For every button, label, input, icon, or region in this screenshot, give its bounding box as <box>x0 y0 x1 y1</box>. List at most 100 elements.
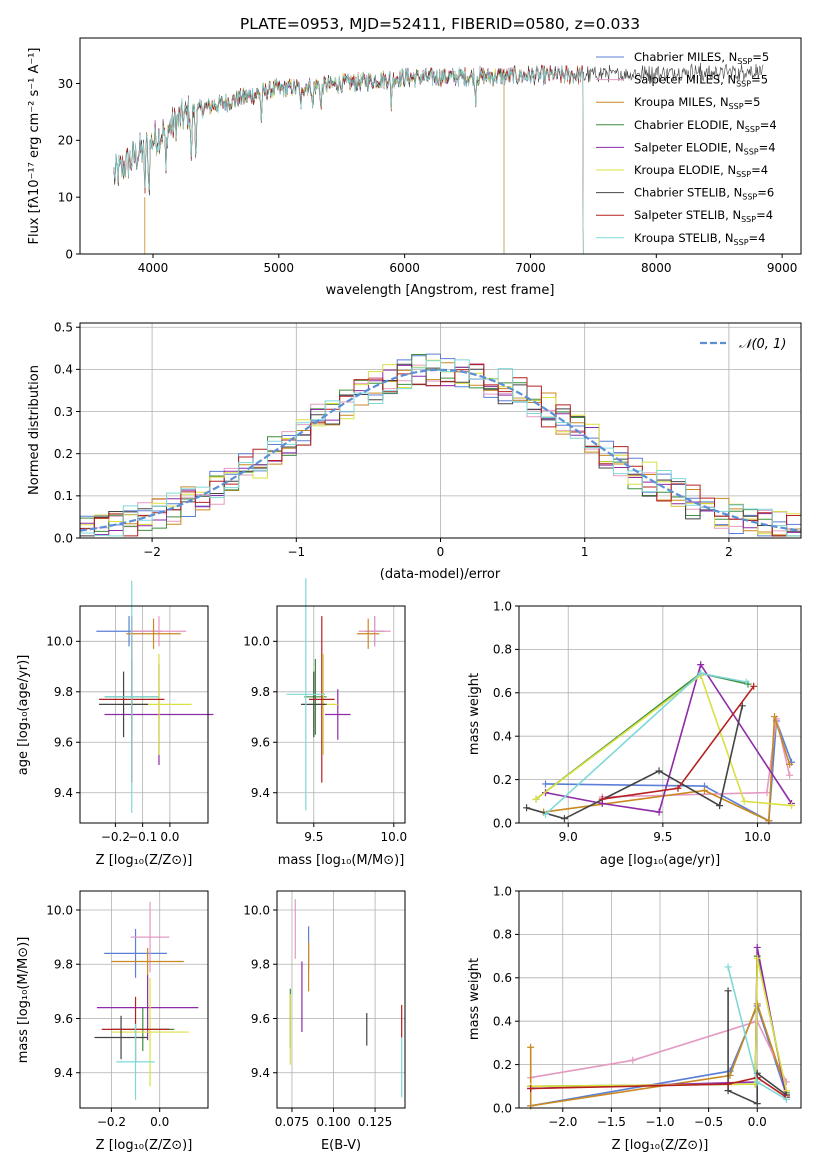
legend-label-1: Salpeter MILES, NSSP=5 <box>634 73 768 89</box>
age-vs-metallicity-panel: −0.2−0.1 0.0 9.4 9.6 9.8 10.0 Z [log₁₀(Z/Z⊙)]… <box>16 580 214 868</box>
weight-vs-age-marker <box>763 789 771 797</box>
mass-vs-metallicity-point-5 <box>111 977 189 1087</box>
age-vs-mass-ytick-label: 9.8 <box>251 685 270 699</box>
spectrum-panel: 4000 5000 6000 7000 8000 9000 0 10 20 30 waveleng… <box>27 37 802 298</box>
weight-vs-age-ylabel: mass weight <box>467 673 482 755</box>
age-vs-metallicity-ytick-label: 9.8 <box>54 685 73 699</box>
age-vs-mass-point-8 <box>286 578 325 811</box>
age-vs-mass-panel: 9.5 10.0 9.4 9.6 9.8 10.0 mass [log₁₀(M/M⊙)] <box>243 578 407 868</box>
residual-xtick-label: 2 <box>725 545 733 559</box>
residual-ytick-label: 0.4 <box>54 363 73 377</box>
residual-ytick-label: 0.1 <box>54 489 73 503</box>
legend-label-3: Chabrier ELODIE, NSSP=4 <box>634 118 777 134</box>
weight-vs-age-marker <box>771 713 779 721</box>
histogram-8 <box>80 359 801 537</box>
mass-vs-metallicity-ytick-label: 10.0 <box>46 903 73 917</box>
age-vs-mass-point-6 <box>301 671 327 738</box>
weight-vs-metallicity-xlabel: Z [log₁₀(Z/Z⊙)] <box>612 1138 709 1153</box>
legend-label-6: Chabrier STELIB, NSSP=6 <box>634 186 774 202</box>
mass-vs-metallicity-frame <box>79 890 209 1109</box>
histogram-6 <box>80 363 801 537</box>
spectrum-line-8 <box>113 65 584 254</box>
age-vs-metallicity-xtick-label: 0.0 <box>160 830 179 844</box>
age-vs-mass-point-7 <box>309 616 335 783</box>
mass-vs-ebv-frame <box>276 890 406 1109</box>
weight-vs-metallicity-xtick-label: −0.5 <box>694 1115 723 1129</box>
weight-vs-metallicity-marker <box>724 1080 732 1088</box>
residual-xtick-label: 1 <box>581 545 589 559</box>
mass-vs-ebv-xlabel: E(B-V) <box>321 1138 361 1153</box>
residual-ytick-label: 0.3 <box>54 405 73 419</box>
age-vs-metallicity-point-1 <box>131 616 187 647</box>
age-vs-metallicity-ytick-label: 10.0 <box>46 635 73 649</box>
mass-vs-ebv-ytick-label: 9.4 <box>251 1066 270 1080</box>
spectrum-xtick-label: 7000 <box>515 261 546 275</box>
weight-vs-age-marker <box>523 804 531 812</box>
weight-vs-metallicity-ylabel: mass weight <box>467 958 482 1040</box>
weight-vs-metallicity-ytick-label: 0.0 <box>493 1101 512 1115</box>
spectrum-line-5 <box>113 68 505 254</box>
legend-label-8: Kroupa STELIB, NSSP=4 <box>634 231 765 247</box>
weight-vs-age-marker <box>740 797 748 805</box>
mass-vs-metallicity-point-6 <box>94 1015 148 1060</box>
weight-vs-age-marker <box>786 760 794 768</box>
weight-vs-age-marker <box>541 780 549 788</box>
age-vs-mass-point-1 <box>358 616 391 647</box>
age-vs-mass-frame <box>276 605 406 824</box>
residual-ytick-label: 0.5 <box>54 321 73 335</box>
mass-vs-ebv-ytick-label: 9.6 <box>251 1012 270 1026</box>
spectrum-legend: Chabrier MILES, NSSP=5 Salpeter MILES, NS… <box>596 50 777 247</box>
residual-ytick-label: 0.2 <box>54 447 73 461</box>
spectrum-line-4 <box>113 65 505 254</box>
mass-vs-metallicity-panel: −0.2 0.0 9.4 9.6 9.8 10.0 Z [log₁₀(Z/Z⊙)] mas… <box>16 890 209 1153</box>
age-vs-metallicity-point-8 <box>104 580 159 813</box>
weight-vs-metallicity-marker <box>724 963 732 971</box>
spectrum-line-3 <box>113 67 505 254</box>
spectrum-xtick-label: 6000 <box>389 261 420 275</box>
weight-vs-age-marker <box>788 802 796 810</box>
weight-vs-metallicity-marker <box>753 954 761 962</box>
weight-vs-age-ytick-label: 1.0 <box>493 599 512 613</box>
weight-vs-metallicity-xtick-label: −1.5 <box>597 1115 626 1129</box>
normal-curve <box>79 368 802 532</box>
weight-vs-metallicity-line-4 <box>530 947 788 1098</box>
age-vs-mass-ytick-label: 9.6 <box>251 736 270 750</box>
weight-vs-metallicity-marker <box>724 987 732 995</box>
weight-vs-age-frame <box>518 605 802 824</box>
mass-vs-metallicity-ylabel: mass [log₁₀(M/M⊙)] <box>16 937 31 1064</box>
spectrum-title: PLATE=0953, MJD=52411, FIBERID=0580, z=0… <box>240 15 640 33</box>
mass-vs-ebv-xtick-label: 0.125 <box>358 1115 392 1129</box>
weight-vs-age-marker <box>750 682 758 690</box>
weight-vs-age-marker <box>541 810 549 818</box>
weight-vs-age-xtick-label: 10.0 <box>744 830 771 844</box>
mass-vs-ebv-panel: 0.075 0.100 0.125 9.4 9.6 9.8 10.0 E(B-V) <box>243 890 406 1153</box>
age-vs-metallicity-ytick-label: 9.4 <box>54 786 73 800</box>
weight-vs-age-marker <box>598 795 606 803</box>
weight-vs-metallicity-marker <box>724 1087 732 1095</box>
residual-xtick-label: 0 <box>437 545 445 559</box>
residual-xtick-label: −2 <box>143 545 161 559</box>
residual-xtick-label: −1 <box>287 545 305 559</box>
weight-vs-age-xtick-label: 9.5 <box>653 830 672 844</box>
weight-vs-age-ytick-label: 0.6 <box>493 686 512 700</box>
weight-vs-age-marker <box>697 661 705 669</box>
weight-vs-age-marker <box>674 784 682 792</box>
weight-vs-metallicity-xtick-label: 0.0 <box>748 1115 767 1129</box>
mass-vs-ebv-ytick-label: 9.8 <box>251 958 270 972</box>
age-vs-metallicity-xlabel: Z [log₁₀(Z/Z⊙)] <box>96 853 193 868</box>
weight-vs-age-marker <box>697 669 705 677</box>
mass-vs-metallicity-xlabel: Z [log₁₀(Z/Z⊙)] <box>96 1138 193 1153</box>
age-vs-mass-xlabel: mass [log₁₀(M/M⊙)] <box>278 853 405 868</box>
mass-vs-metallicity-point-0 <box>104 928 167 978</box>
weight-vs-metallicity-ytick-label: 0.8 <box>493 928 512 942</box>
weight-vs-age-ytick-label: 0.2 <box>493 773 512 787</box>
spectrum-line-0 <box>113 64 584 254</box>
weight-vs-metallicity-marker <box>753 1100 761 1108</box>
mass-vs-metallicity-xtick-label: 0.0 <box>150 1115 169 1129</box>
mass-vs-ebv-ytick-label: 10.0 <box>243 903 270 917</box>
weight-vs-metallicity-marker <box>782 1095 790 1103</box>
weight-vs-age-marker <box>786 771 794 779</box>
legend-label-7: Salpeter STELIB, NSSP=4 <box>634 208 773 224</box>
spectrum-ytick-label: 30 <box>58 77 73 91</box>
